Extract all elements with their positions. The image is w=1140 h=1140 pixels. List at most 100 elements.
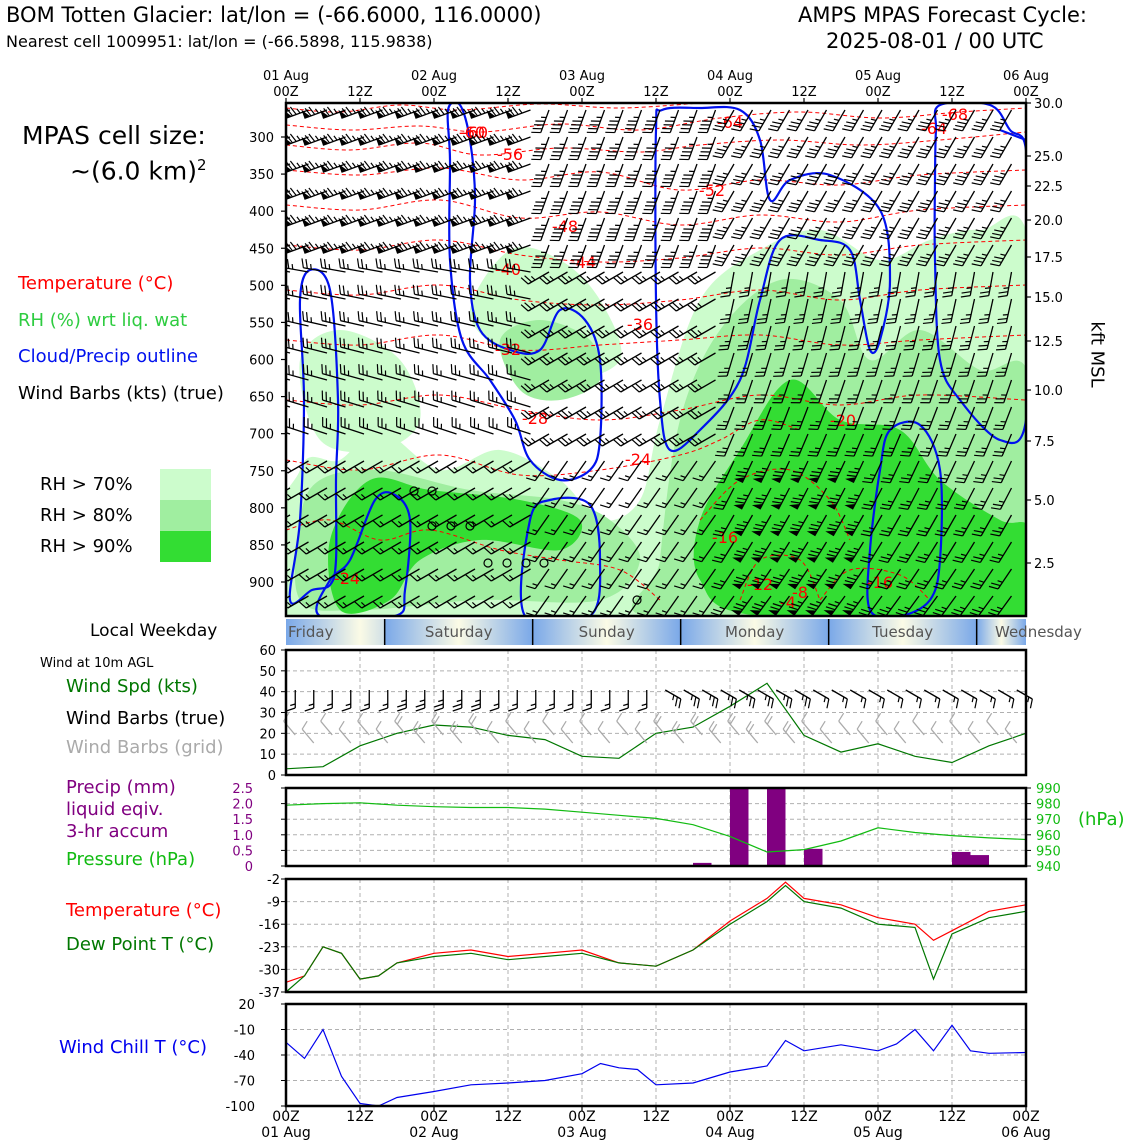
wind-barb — [321, 390, 346, 408]
barb-tick — [672, 302, 681, 310]
barb-half — [569, 610, 575, 613]
barb-tick — [825, 205, 836, 209]
barb-tick — [298, 493, 307, 501]
barb-tick — [772, 229, 782, 233]
barb-tick — [914, 585, 925, 590]
barb-tick — [719, 321, 729, 325]
barb-tick — [326, 160, 334, 169]
wind-barb — [717, 352, 735, 377]
barb-tick — [716, 121, 727, 125]
wind-barb — [920, 379, 939, 404]
barb-tick — [994, 451, 1004, 453]
barb-shaft — [763, 352, 772, 377]
wind-barb — [303, 390, 328, 408]
wind-barb — [712, 217, 735, 240]
barb-tick — [341, 189, 349, 198]
barb-half — [943, 500, 949, 503]
barb-half — [990, 696, 993, 703]
barb-half — [879, 696, 882, 703]
barb-tick — [920, 148, 930, 152]
barb-half — [490, 520, 496, 526]
wind-barb — [990, 136, 1013, 159]
wind-barb — [731, 190, 754, 213]
wind-barb — [286, 106, 309, 119]
barb-half — [587, 502, 594, 505]
barb-half — [643, 502, 649, 505]
barb-tick — [971, 209, 982, 213]
x-tick-time-bottom: 12Z — [494, 1109, 521, 1125]
barb-half — [586, 437, 592, 443]
wind-barb — [811, 298, 828, 325]
barb-shaft — [645, 541, 661, 563]
barb-half — [567, 302, 573, 308]
wind-barb — [860, 244, 883, 267]
wind-barb — [768, 568, 791, 590]
barb-tick — [287, 312, 290, 322]
temperature-contour-label: -56 — [497, 145, 523, 164]
barb-shaft — [664, 460, 680, 482]
barb-tick — [912, 712, 919, 722]
y-tick-kft: 20.0 — [1034, 214, 1063, 229]
barb-tick — [920, 121, 930, 125]
temperature-contour-label: -16 — [867, 573, 893, 592]
barb-shaft — [412, 728, 426, 744]
barb-half — [854, 467, 860, 470]
wind-barb — [880, 460, 902, 484]
barb-tick — [397, 108, 404, 117]
barb-half — [490, 574, 496, 580]
barb-tick — [412, 284, 416, 295]
barb-half — [980, 500, 986, 503]
barb-half — [530, 703, 536, 707]
x-tick-time-bottom: 00Z — [272, 1109, 299, 1125]
barb-half — [697, 356, 703, 362]
barb-half — [550, 502, 557, 505]
wind-barb — [827, 379, 846, 404]
wind-barb — [415, 690, 426, 712]
wind-barb — [470, 417, 494, 435]
wind-barb — [878, 541, 902, 563]
barb-tick — [764, 712, 771, 722]
wind-barb — [298, 487, 328, 501]
wind-barb — [786, 595, 809, 616]
wind-barb — [394, 284, 420, 300]
barb-tick — [598, 383, 607, 391]
wind-barb — [934, 136, 957, 159]
wind-barb — [544, 568, 569, 590]
barb-tick — [505, 284, 508, 295]
barb-half — [549, 703, 555, 707]
barb-half — [342, 466, 348, 472]
barb-flag — [393, 190, 403, 200]
wind-barb — [879, 190, 902, 213]
barb-shaft — [942, 689, 959, 700]
barb-half — [604, 410, 610, 416]
wind-barb — [428, 595, 457, 609]
barb-half — [727, 694, 730, 701]
barb-half — [434, 547, 440, 553]
barb-half — [434, 466, 440, 472]
barb-tick — [819, 720, 826, 730]
wind-barb — [843, 514, 865, 537]
barb-half — [586, 329, 592, 335]
wind-barb — [886, 271, 902, 298]
wind-barb — [631, 271, 661, 285]
barb-half — [388, 162, 394, 168]
barb-tick — [807, 232, 817, 236]
wind-barb — [449, 284, 476, 300]
wind-barb — [354, 487, 383, 501]
barb-tick — [453, 312, 457, 322]
wind-barb — [358, 364, 383, 381]
barb-flag — [393, 109, 403, 119]
barb-tick — [557, 412, 566, 420]
barb-half — [407, 216, 412, 222]
barb-tick — [752, 553, 763, 558]
barb-half — [887, 527, 893, 530]
barb-tick — [456, 106, 464, 115]
barb-flag — [449, 217, 459, 227]
wind-barb — [594, 433, 624, 447]
barb-half — [815, 199, 821, 202]
barb-tick — [942, 295, 952, 298]
wind-barb — [502, 487, 531, 501]
wind-barb — [842, 136, 865, 159]
barb-tick — [930, 720, 937, 730]
barb-tick — [720, 295, 730, 298]
